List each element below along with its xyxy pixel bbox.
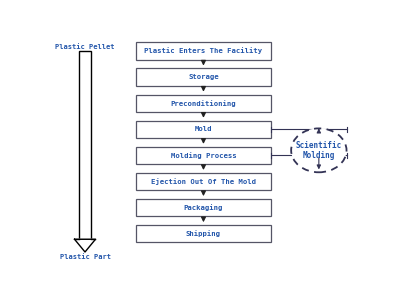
Text: Ejection Out Of The Mold: Ejection Out Of The Mold <box>151 178 256 185</box>
Ellipse shape <box>291 128 347 172</box>
Text: Scientific
Molding: Scientific Molding <box>296 141 342 160</box>
FancyBboxPatch shape <box>136 147 271 164</box>
Text: Plastic Pellet: Plastic Pellet <box>55 44 115 50</box>
FancyBboxPatch shape <box>136 225 271 242</box>
Text: Plastic Part: Plastic Part <box>60 254 110 260</box>
Text: Shipping: Shipping <box>186 230 221 237</box>
FancyBboxPatch shape <box>136 173 271 190</box>
FancyBboxPatch shape <box>136 42 271 60</box>
Bar <box>79 51 91 239</box>
FancyBboxPatch shape <box>136 68 271 86</box>
Text: Molding Process: Molding Process <box>171 152 236 159</box>
Polygon shape <box>75 239 95 252</box>
FancyBboxPatch shape <box>136 94 271 112</box>
Text: Mold: Mold <box>195 126 212 132</box>
Text: Storage: Storage <box>188 74 219 80</box>
FancyBboxPatch shape <box>136 121 271 138</box>
Text: Packaging: Packaging <box>184 204 223 211</box>
Text: Plastic Enters The Facility: Plastic Enters The Facility <box>145 48 262 55</box>
Text: Preconditioning: Preconditioning <box>171 100 236 107</box>
FancyBboxPatch shape <box>136 199 271 216</box>
